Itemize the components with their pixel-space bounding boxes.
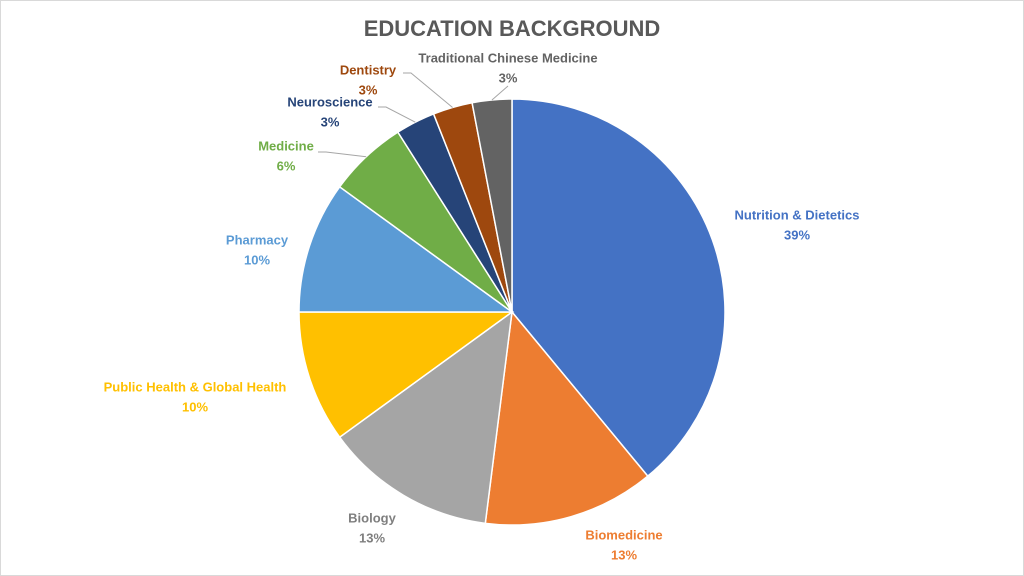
data-label-value: 13%: [611, 547, 637, 562]
leader-line: [378, 106, 416, 123]
data-label-name: Medicine: [258, 138, 314, 153]
data-label-value: 39%: [784, 227, 810, 242]
data-label-name: Neuroscience: [287, 94, 372, 109]
pie-slice: [484, 310, 649, 526]
data-label-name: Traditional Chinese Medicine: [418, 50, 597, 65]
data-label-name: Dentistry: [340, 62, 397, 77]
leader-line: [491, 85, 509, 101]
data-label-name: Biology: [348, 510, 396, 525]
data-label-value: 13%: [359, 530, 385, 545]
pie-slice: [511, 98, 726, 478]
pie-slice: [298, 311, 515, 439]
data-label-value: 10%: [244, 252, 270, 267]
data-label-name: Nutrition & Dietetics: [735, 207, 860, 222]
pie-slice: [298, 185, 515, 313]
chart-title: EDUCATION BACKGROUND: [364, 16, 661, 41]
data-label-value: 6%: [277, 158, 296, 173]
data-label-value: 10%: [182, 399, 208, 414]
leader-line: [318, 151, 367, 158]
data-label-name: Biomedicine: [585, 527, 662, 542]
data-label-name: Pharmacy: [226, 232, 289, 247]
data-label-value: 3%: [321, 114, 340, 129]
data-label-value: 3%: [499, 70, 518, 85]
data-label-name: Public Health & Global Health: [104, 379, 287, 394]
leader-line: [403, 72, 453, 108]
data-label-value: 3%: [359, 82, 378, 97]
pie-slice: [338, 310, 513, 525]
